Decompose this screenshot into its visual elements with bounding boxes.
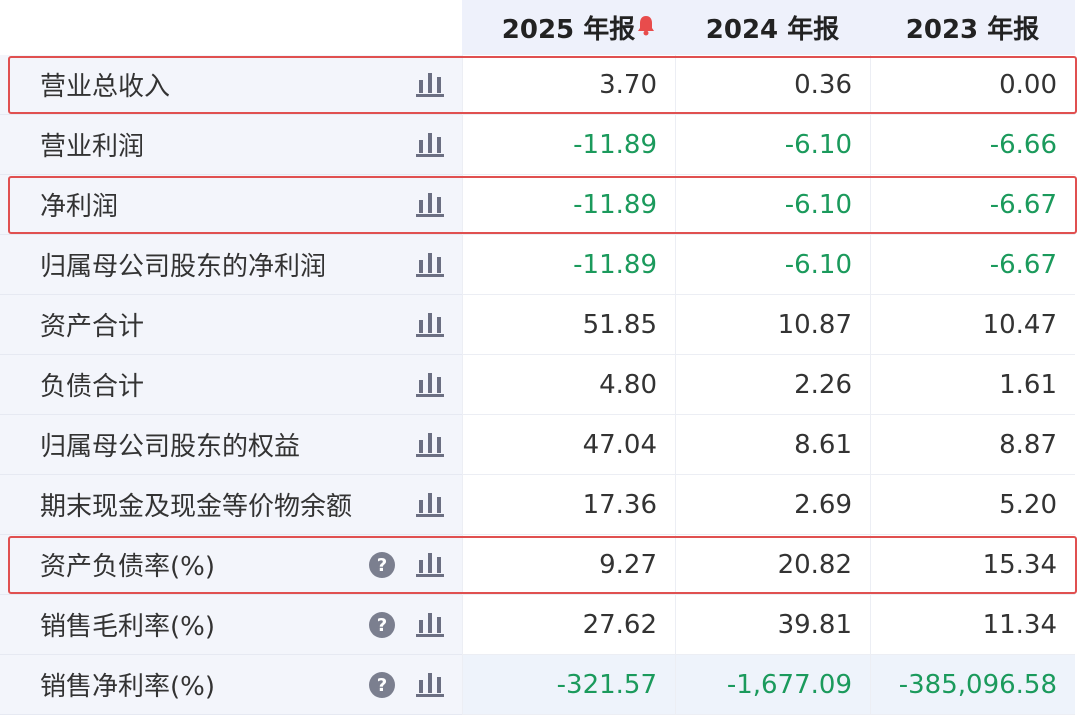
value-cell: 15.34 xyxy=(870,535,1075,595)
row-label: 营业总收入 xyxy=(0,55,462,115)
value-cell: 47.04 xyxy=(462,415,675,475)
value-cell: 2.69 xyxy=(675,475,870,535)
highlight-box xyxy=(8,176,1077,234)
value-cell: 27.62 xyxy=(462,595,675,655)
chart-icon[interactable] xyxy=(416,671,444,697)
value-cell: 8.87 xyxy=(870,415,1075,475)
row-label: 净利润 xyxy=(0,175,462,235)
value-cell: 20.82 xyxy=(675,535,870,595)
value-cell: 0.36 xyxy=(675,55,870,115)
value-cell: -6.10 xyxy=(675,175,870,235)
row-label: 资产负债率(%) xyxy=(0,535,462,595)
value-cell: 8.61 xyxy=(675,415,870,475)
chart-icon[interactable] xyxy=(416,431,444,457)
highlight-box xyxy=(8,56,1077,114)
chart-icon[interactable] xyxy=(416,311,444,337)
value-cell: 0.00 xyxy=(870,55,1075,115)
value-cell: -11.89 xyxy=(462,175,675,235)
bell-icon[interactable] xyxy=(635,14,657,36)
value-cell: 2.26 xyxy=(675,355,870,415)
value-cell: -1,677.09 xyxy=(675,655,870,715)
column-header: 2023 年报 xyxy=(870,0,1075,55)
row-label: 营业利润 xyxy=(0,115,462,175)
chart-icon[interactable] xyxy=(416,611,444,637)
value-cell: 1.61 xyxy=(870,355,1075,415)
chart-icon[interactable] xyxy=(416,131,444,157)
value-cell: 10.87 xyxy=(675,295,870,355)
chart-icon[interactable] xyxy=(416,491,444,517)
row-label: 资产合计 xyxy=(0,295,462,355)
highlight-box xyxy=(8,536,1077,594)
value-cell: -6.66 xyxy=(870,115,1075,175)
value-cell: 5.20 xyxy=(870,475,1075,535)
value-cell: 10.47 xyxy=(870,295,1075,355)
column-header: 2025 年报 xyxy=(462,0,675,55)
value-cell: 9.27 xyxy=(462,535,675,595)
help-icon[interactable]: ? xyxy=(369,612,395,638)
value-cell: 4.80 xyxy=(462,355,675,415)
value-cell: -11.89 xyxy=(462,115,675,175)
value-cell: -6.10 xyxy=(675,235,870,295)
column-header: 2024 年报 xyxy=(675,0,870,55)
value-cell: 3.70 xyxy=(462,55,675,115)
value-cell: -6.10 xyxy=(675,115,870,175)
help-icon[interactable]: ? xyxy=(369,672,395,698)
value-cell: -321.57 xyxy=(462,655,675,715)
value-cell: 39.81 xyxy=(675,595,870,655)
value-cell: -385,096.58 xyxy=(870,655,1075,715)
chart-icon[interactable] xyxy=(416,71,444,97)
row-label: 归属母公司股东的净利润 xyxy=(0,235,462,295)
chart-icon[interactable] xyxy=(416,551,444,577)
value-cell: -6.67 xyxy=(870,175,1075,235)
row-label: 期末现金及现金等价物余额 xyxy=(0,475,462,535)
value-cell: -11.89 xyxy=(462,235,675,295)
chart-icon[interactable] xyxy=(416,191,444,217)
value-cell: 51.85 xyxy=(462,295,675,355)
value-cell: 17.36 xyxy=(462,475,675,535)
value-cell: 11.34 xyxy=(870,595,1075,655)
row-label: 负债合计 xyxy=(0,355,462,415)
help-icon[interactable]: ? xyxy=(369,552,395,578)
value-cell: -6.67 xyxy=(870,235,1075,295)
chart-icon[interactable] xyxy=(416,251,444,277)
row-label: 归属母公司股东的权益 xyxy=(0,415,462,475)
header-blank xyxy=(0,0,462,55)
chart-icon[interactable] xyxy=(416,371,444,397)
